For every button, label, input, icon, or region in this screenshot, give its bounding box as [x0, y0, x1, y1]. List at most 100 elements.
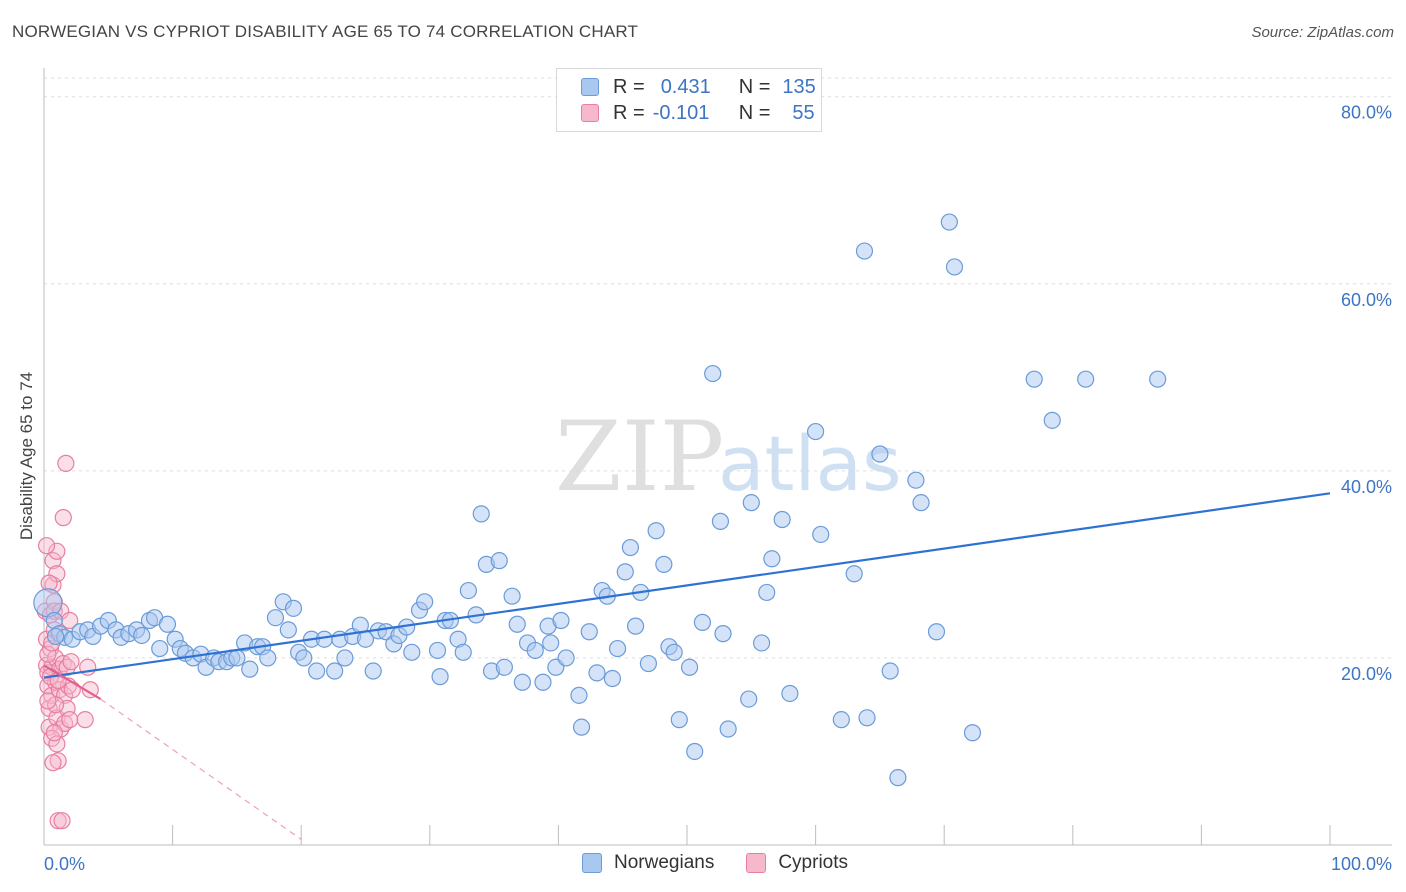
norwegian-point: [295, 649, 313, 667]
norwegian-point: [133, 626, 151, 645]
legend-swatch-cypriots: [581, 104, 599, 122]
norwegian-point: [639, 654, 658, 673]
legend-item-norwegians: Norwegians: [582, 852, 714, 874]
norwegian-point: [616, 563, 634, 581]
norwegians-trend-line: [43, 492, 1331, 679]
norwegian-point: [626, 617, 645, 635]
norwegian-point: [940, 213, 958, 231]
norwegian-point: [647, 522, 665, 540]
norwegian-point: [845, 565, 863, 583]
cypriots-trend-line: [43, 664, 102, 701]
cypriot-point: [37, 537, 56, 555]
cypriot-point: [61, 711, 79, 729]
norwegian-point: [889, 769, 907, 787]
norwegian-point: [621, 538, 640, 557]
x-tick-label: 0.0%: [44, 854, 85, 874]
norwegian-point: [364, 662, 382, 680]
y-tick-label: 40.0%: [1341, 477, 1392, 497]
norwegian-point: [1077, 370, 1095, 388]
cypriot-point: [53, 812, 71, 830]
norwegian-point: [670, 711, 688, 729]
norwegian-point: [428, 641, 447, 660]
norwegian-point: [655, 555, 673, 573]
axes: [43, 68, 1392, 846]
norwegian-point: [490, 552, 508, 570]
legend-n-value-norwegians: 135: [782, 75, 816, 98]
legend-r-value-cypriots: -0.101: [652, 101, 710, 124]
norwegian-point: [33, 588, 63, 618]
legend-r-label: R =: [613, 75, 645, 98]
norwegian-point: [495, 658, 513, 676]
cypriot-point: [44, 552, 62, 570]
norwegian-point: [781, 684, 799, 703]
norwegian-point: [459, 581, 477, 600]
norwegian-point: [714, 625, 732, 643]
norwegian-point: [279, 621, 297, 639]
norwegian-point: [704, 364, 722, 383]
norwegian-point: [806, 422, 825, 441]
norwegian-point: [686, 742, 704, 761]
norwegian-point: [812, 525, 830, 544]
legend-swatch-norwegians: [581, 78, 599, 96]
watermark-zip: ZIP: [555, 401, 724, 513]
norwegian-point: [719, 720, 737, 738]
norwegian-point: [454, 643, 472, 661]
norwegian-point: [758, 583, 776, 602]
norwegian-point: [472, 505, 490, 523]
cypriot-point: [49, 812, 67, 830]
norwegian-point: [773, 510, 791, 529]
norwegians-points: [33, 213, 1167, 787]
norwegian-point: [570, 686, 588, 704]
norwegians-swatch: [582, 853, 602, 873]
norwegian-point: [151, 639, 169, 658]
norwegian-point: [241, 660, 259, 678]
norwegian-point: [752, 634, 771, 652]
norwegian-point: [526, 641, 544, 660]
norwegian-point: [881, 662, 899, 680]
series-legend: Norwegians Cypriots: [582, 852, 880, 874]
norwegian-point: [608, 639, 627, 658]
norwegian-point: [1025, 370, 1043, 388]
norwegian-point: [534, 673, 552, 691]
y-tick-label: 80.0%: [1341, 103, 1392, 123]
norwegian-point: [580, 623, 598, 641]
norwegian-point: [326, 662, 344, 680]
norwegian-point: [508, 615, 526, 633]
cypriot-point: [45, 724, 63, 742]
norwegian-point: [742, 494, 760, 512]
norwegian-point: [1149, 370, 1167, 388]
legend-n-label: N =: [738, 101, 771, 124]
norwegian-point: [858, 709, 876, 727]
cypriot-point: [48, 542, 66, 560]
y-axis-label: Disability Age 65 to 74: [17, 372, 36, 540]
cypriot-point: [39, 645, 57, 663]
legend-item-cypriots: Cypriots: [746, 852, 848, 874]
norwegian-point: [46, 627, 65, 646]
trend-lines: [43, 492, 1331, 840]
tick-labels: 20.0% 40.0% 60.0% 80.0% 0.0% 100.0%: [44, 103, 1392, 874]
norwegian-point: [912, 494, 930, 512]
watermark: ZIP atlas: [555, 401, 902, 513]
norwegian-point: [158, 615, 177, 633]
norwegian-point: [693, 613, 712, 631]
norwegian-point: [963, 724, 982, 742]
norwegian-point: [557, 649, 575, 667]
norwegian-point: [907, 471, 925, 489]
norwegian-point: [308, 662, 326, 680]
legend-n-label: N =: [738, 75, 771, 98]
cypriot-point: [76, 711, 94, 729]
norwegian-point: [552, 611, 570, 630]
norwegian-point: [832, 711, 850, 729]
cypriots-trend-extension: [100, 698, 302, 840]
norwegian-point: [336, 649, 354, 667]
norwegian-point: [503, 587, 521, 605]
norwegian-point: [266, 609, 285, 627]
cypriot-point: [54, 509, 72, 527]
cypriots-swatch: [746, 853, 767, 873]
norwegian-point: [572, 718, 591, 736]
norwegian-point: [945, 258, 964, 276]
legend-row-norwegians: R = 0.431 N = 135: [581, 74, 816, 100]
cypriot-point: [81, 681, 99, 699]
norwegian-point: [711, 512, 730, 530]
